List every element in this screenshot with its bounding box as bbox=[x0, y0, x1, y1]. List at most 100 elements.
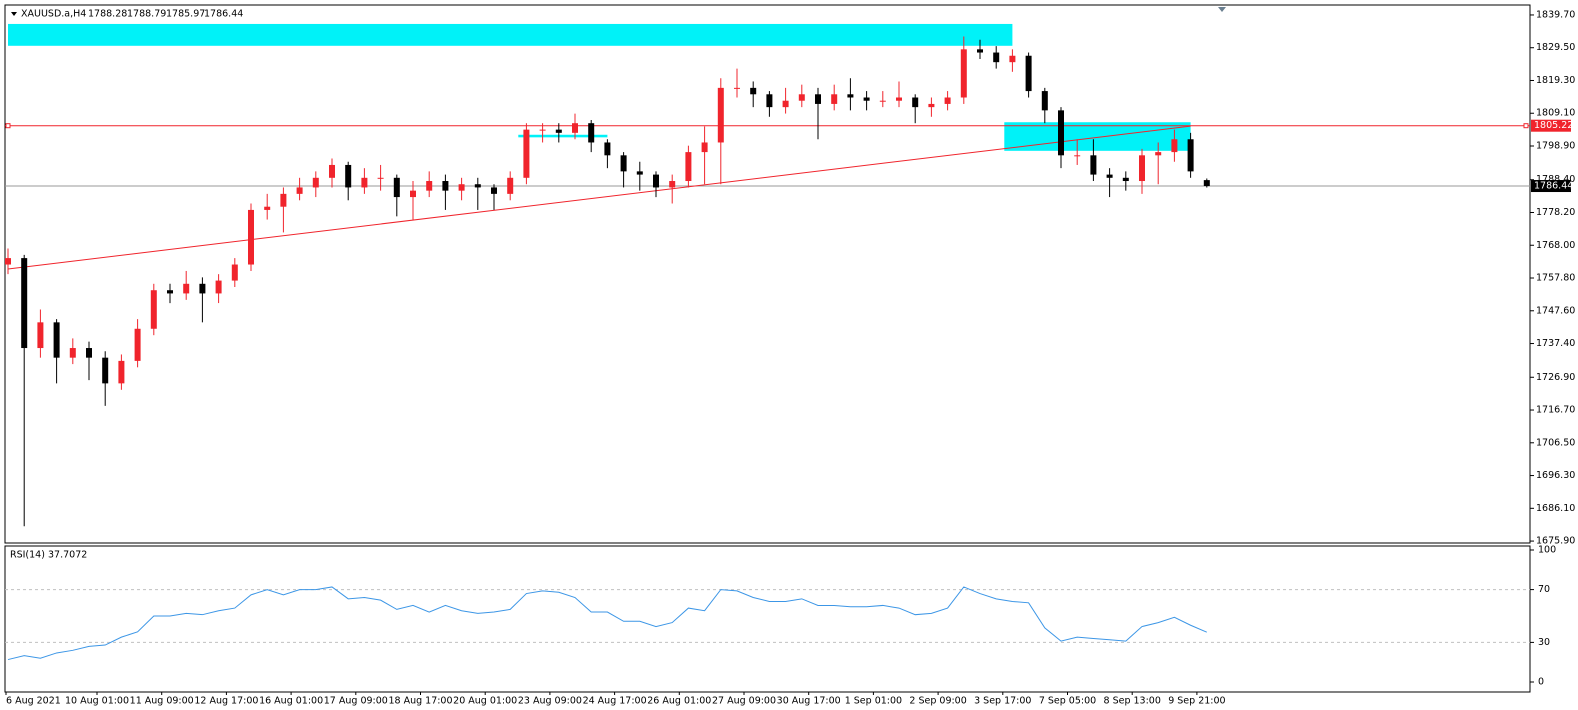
candle-body bbox=[1041, 91, 1048, 111]
x-tick-label: 9 Sep 21:00 bbox=[1168, 696, 1225, 707]
candle-body bbox=[1106, 174, 1113, 178]
shift-marker[interactable] bbox=[1218, 7, 1226, 12]
candle-body bbox=[653, 174, 659, 188]
candle-body bbox=[280, 193, 287, 207]
candle-body bbox=[442, 181, 449, 191]
price-flag bbox=[1531, 180, 1571, 193]
candle-body bbox=[912, 97, 919, 108]
candle-body bbox=[1009, 55, 1016, 63]
candle-body bbox=[507, 177, 514, 194]
candle-body bbox=[977, 49, 983, 53]
candle-body bbox=[69, 348, 76, 358]
candle-body bbox=[620, 155, 627, 172]
hline-handle bbox=[5, 123, 11, 129]
candle-body bbox=[199, 283, 206, 294]
candle-body bbox=[717, 87, 724, 143]
x-tick-label: 3 Sep 17:00 bbox=[974, 696, 1031, 707]
candle-body bbox=[215, 280, 222, 294]
candle-body bbox=[5, 258, 11, 265]
candle-body bbox=[183, 283, 190, 294]
low: 1785.97 bbox=[166, 9, 205, 20]
candle-body bbox=[1155, 152, 1162, 156]
x-tick-label: 30 Aug 17:00 bbox=[777, 696, 841, 707]
rsi-line bbox=[7, 586, 1207, 661]
x-tick-label: 12 Aug 17:00 bbox=[194, 696, 258, 707]
candle-body bbox=[377, 177, 384, 179]
y-tick-label: 1809.10 bbox=[1536, 108, 1575, 119]
close: 1786.44 bbox=[204, 9, 243, 20]
candle-body bbox=[572, 123, 578, 133]
zone bbox=[1004, 122, 1191, 151]
candle-body bbox=[669, 181, 676, 188]
y-tick-label: 1696.30 bbox=[1536, 470, 1575, 481]
x-tick-label: 16 Aug 01:00 bbox=[259, 696, 323, 707]
candle-body bbox=[766, 94, 773, 108]
y-tick-label: 1778.20 bbox=[1536, 207, 1575, 218]
x-tick-label: 10 Aug 01:00 bbox=[65, 696, 129, 707]
x-tick-label: 7 Sep 05:00 bbox=[1039, 696, 1096, 707]
rsi-name: RSI(14) bbox=[10, 550, 45, 561]
x-tick-label: 20 Aug 01:00 bbox=[453, 696, 517, 707]
y-tick-label: 1839.70 bbox=[1536, 9, 1575, 20]
candle-body bbox=[167, 290, 173, 294]
candle-body bbox=[231, 264, 238, 281]
x-tick-label: 11 Aug 09:00 bbox=[130, 696, 194, 707]
candle-body bbox=[993, 52, 1000, 63]
candle-body bbox=[944, 97, 951, 104]
candle-body bbox=[685, 152, 692, 182]
candle-body bbox=[879, 100, 886, 102]
y-tick-label: 1798.90 bbox=[1536, 141, 1575, 152]
candle-body bbox=[1074, 155, 1081, 157]
candle-body bbox=[847, 94, 854, 98]
menu-arrow[interactable] bbox=[11, 12, 17, 16]
candle-body bbox=[798, 94, 805, 101]
hline-flag-label: 1805.22 bbox=[1534, 120, 1573, 131]
candle-body bbox=[474, 184, 481, 188]
x-tick-label: 8 Sep 13:00 bbox=[1104, 696, 1161, 707]
y-tick-label: 1686.10 bbox=[1536, 503, 1575, 514]
candle-body bbox=[928, 103, 935, 108]
candle-body bbox=[1187, 139, 1194, 172]
candle-body bbox=[86, 348, 92, 358]
candle-body bbox=[426, 181, 433, 191]
candle-body bbox=[1122, 177, 1129, 182]
candle-body bbox=[329, 164, 335, 178]
x-tick-label: 26 Aug 01:00 bbox=[647, 696, 711, 707]
y-tick-label: 1768.00 bbox=[1536, 240, 1575, 251]
candle-body bbox=[102, 357, 109, 384]
price-flag-label: 1786.44 bbox=[1534, 181, 1573, 192]
candle-body bbox=[491, 187, 497, 194]
zone bbox=[518, 134, 608, 138]
y-tick-label: 1706.50 bbox=[1536, 437, 1575, 448]
symbol: XAUUSD.a,H4 bbox=[21, 9, 86, 20]
zone bbox=[8, 23, 1013, 46]
candle-body bbox=[734, 87, 740, 89]
candle-body bbox=[555, 129, 562, 133]
y-tick-label: 1747.60 bbox=[1536, 305, 1575, 316]
candle-body bbox=[393, 177, 400, 198]
open: 1788.28 bbox=[88, 9, 127, 20]
candle-body bbox=[458, 184, 465, 191]
candle-body bbox=[896, 97, 902, 101]
rsi-value: 37.7072 bbox=[48, 550, 87, 561]
candle-body bbox=[1171, 139, 1178, 153]
x-tick-label: 23 Aug 09:00 bbox=[518, 696, 582, 707]
candle-body bbox=[248, 209, 254, 265]
x-tick-label: 1 Sep 01:00 bbox=[845, 696, 902, 707]
y-tick-label: 1737.40 bbox=[1536, 338, 1575, 349]
header: XAUUSD.a,H4 1788.28 1788.79 1785.97 1786… bbox=[21, 9, 243, 20]
candle-body bbox=[701, 142, 708, 153]
candle-body bbox=[1058, 110, 1064, 156]
y-tick-label: 1757.80 bbox=[1536, 273, 1575, 284]
x-tick-label: 24 Aug 17:00 bbox=[583, 696, 647, 707]
candle-body bbox=[150, 290, 157, 329]
candle-body bbox=[604, 142, 611, 156]
plot bbox=[5, 23, 1530, 527]
candle-body bbox=[21, 258, 28, 349]
high: 1788.79 bbox=[127, 9, 166, 20]
candle-body bbox=[539, 129, 546, 131]
candle-body bbox=[960, 49, 967, 98]
candle-body bbox=[750, 87, 757, 95]
x-tick-label: 17 Aug 09:00 bbox=[324, 696, 388, 707]
